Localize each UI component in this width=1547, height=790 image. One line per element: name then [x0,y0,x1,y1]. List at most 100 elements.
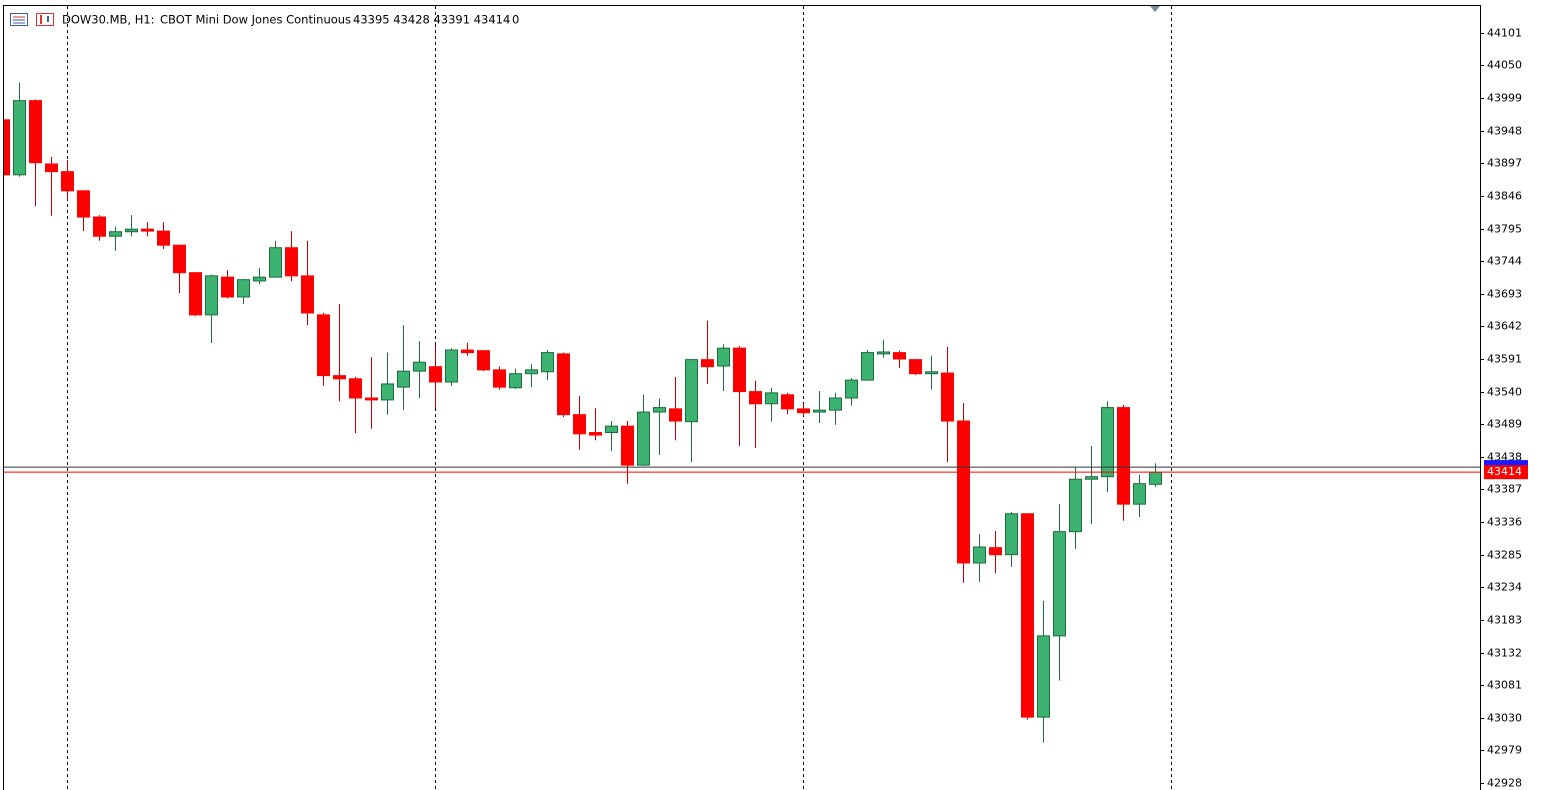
symbol: DOW30.MB, H1: [62,13,155,27]
candle-body [445,349,458,383]
candle-body [125,228,138,233]
candle-body [1117,407,1130,505]
y-tick-label: 43948 [1487,125,1522,138]
chart-icon [36,13,54,26]
candle-body [1101,407,1114,478]
candle-body [301,275,314,314]
candle-body [13,100,26,176]
candle-body [813,409,826,413]
y-tick-label: 43183 [1487,614,1522,627]
candle-body [861,352,874,381]
ohlc-text: 43395 43428 43391 43414 [353,13,510,27]
candle-body [781,394,794,410]
y-tick-label: 43846 [1487,190,1522,203]
y-tick-label: 42928 [1487,777,1522,790]
candle-body [909,359,922,375]
header: DOW30.MB, H1: CBOT Mini Dow Jones Contin… [10,13,519,27]
candle-body [573,414,586,435]
candle-body [285,247,298,277]
volume-text: 0 [512,13,519,27]
candle-body [717,347,730,367]
description: CBOT Mini Dow Jones Continuous [160,13,351,27]
y-tick-label: 43336 [1487,516,1522,529]
candle-body [989,547,1002,556]
candle-body [45,163,58,173]
menu-icon [10,13,28,26]
candle-body [557,353,570,416]
candle-body [253,276,266,282]
candle-body [61,171,74,192]
candle-body [205,275,218,316]
candle-body [509,373,522,389]
candle-body [621,425,634,466]
candle-body [685,359,698,423]
bid-label: 43414 [1487,465,1522,478]
candle-body [93,216,106,237]
candle-body [525,369,538,375]
candle-body [461,349,474,354]
y-tick-label: 43234 [1487,581,1522,594]
y-tick-label: 43642 [1487,320,1522,333]
candle-body [749,391,762,405]
y-tick-label: 44101 [1487,27,1522,40]
candle-body [653,407,666,413]
y-tick-label: 43489 [1487,418,1522,431]
y-tick-label: 43132 [1487,647,1522,660]
candle-body [77,190,90,218]
ask-tag [1484,460,1528,471]
y-tick-label: 42979 [1487,744,1522,757]
candle-body [269,247,282,278]
y-tick-label: 44050 [1487,59,1522,72]
chart-shift-marker [1150,6,1160,12]
candle-body [173,244,186,274]
candle-body [701,359,714,368]
candle-body [845,379,858,399]
candle-body [893,352,906,360]
plot [4,6,1480,790]
candle-body [317,314,330,377]
candle-body [29,100,42,164]
candle-body [829,397,842,411]
candle-body [1133,483,1146,505]
candle-body [397,370,410,388]
candle-body [365,397,378,401]
candle-body [1053,531,1066,637]
y-tick-label: 43591 [1487,353,1522,366]
candle-body [877,351,890,355]
candle-body [973,546,986,564]
candle-body [157,230,170,246]
candle-body [1069,478,1082,533]
candle-body [797,408,810,414]
candle-body [189,272,202,316]
candle-body [605,425,618,434]
price-axis: 44101 44050 43999 43948 43897 43846 43795 43744… [1480,27,1528,790]
candle-body [1149,471,1162,485]
candle-body [957,420,970,564]
y-tick-label: 43897 [1487,157,1522,170]
candle-body [925,371,938,375]
candle-body [381,383,394,401]
candle-body [637,411,650,466]
candle-body [1085,476,1098,480]
y-tick-label: 43387 [1487,483,1522,496]
candle-body [333,375,346,380]
candle-body [413,361,426,372]
candle-body [109,231,122,237]
y-tick-label: 43285 [1487,549,1522,562]
candle-body [1037,635,1050,718]
y-tick-label: 43540 [1487,386,1522,399]
candle-body [733,347,746,393]
candle-body [541,352,554,373]
candle-body [589,432,602,436]
y-tick-label: 43999 [1487,92,1522,105]
candle-body [237,279,250,298]
candle-body [349,378,362,399]
y-tick-label: 43081 [1487,679,1522,692]
candle-body [4,119,10,176]
candle-body [429,366,442,383]
candle-body [221,276,234,298]
candle-body [669,408,682,422]
candle-body [941,372,954,422]
y-tick-label: 43030 [1487,712,1522,725]
